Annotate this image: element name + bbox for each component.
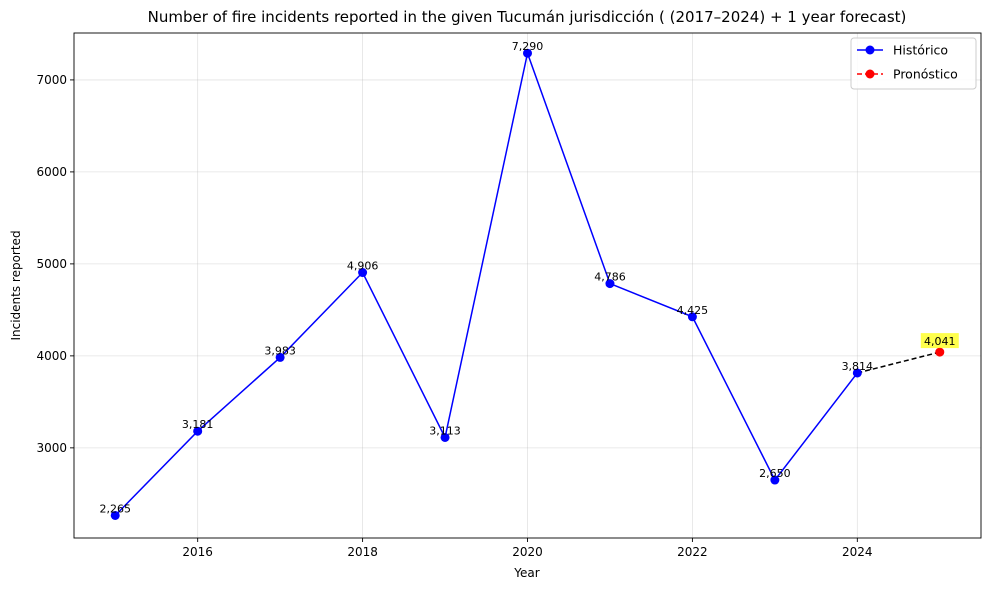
point-historico [440, 432, 450, 442]
x-tick-label: 2018 [347, 545, 378, 559]
point-historico [358, 268, 368, 278]
point-pronostico [935, 347, 945, 357]
forecast-label-highlight [920, 333, 959, 349]
y-axis: 3000 4000 5000 6000 7000 [36, 73, 74, 455]
x-axis: 2016 2018 2020 2022 2024 [182, 538, 873, 559]
data-label-historico: 3,983 [264, 344, 296, 357]
x-tick-label: 2022 [677, 545, 708, 559]
x-axis-label: Year [513, 566, 539, 580]
y-tick-label: 3000 [36, 441, 67, 455]
series [110, 48, 945, 520]
chart-title: Number of fire incidents reported in the… [148, 8, 907, 26]
legend: Histórico Pronóstico [850, 37, 977, 90]
x-tick-label: 2016 [182, 545, 213, 559]
y-axis-label: Incidents reported [9, 230, 23, 340]
data-label-historico: 4,786 [594, 271, 626, 284]
point-historico [852, 368, 862, 378]
y-tick-label: 7000 [36, 73, 67, 87]
point-historico [770, 475, 780, 485]
data-label-historico: 2,265 [99, 502, 131, 515]
x-tick-label: 2024 [842, 545, 873, 559]
data-label-historico: 2,650 [759, 467, 791, 480]
data-label-historico: 3,113 [429, 424, 461, 437]
data-label-historico: 4,906 [347, 260, 379, 273]
y-tick-label: 4000 [36, 349, 67, 363]
legend-label-pronostico: Pronóstico [893, 67, 958, 82]
data-label-historico: 3,181 [182, 418, 214, 431]
forecast-connector-line [857, 351, 940, 374]
point-historico [193, 426, 203, 436]
point-historico [275, 352, 285, 362]
legend-marker-pronostico [865, 69, 875, 79]
y-tick-label: 5000 [36, 257, 67, 271]
legend-marker-historico [865, 45, 875, 55]
series-line-historico [114, 50, 858, 516]
point-historico [110, 510, 120, 520]
grid [74, 33, 981, 538]
point-historico [605, 279, 615, 289]
data-label-pronostico: 4,041 [924, 335, 956, 348]
point-historico [523, 48, 532, 58]
data-label-historico: 4,425 [677, 304, 709, 317]
data-label-historico: 3,814 [842, 360, 874, 373]
data-labels: 2,265 3,181 3,983 4,906 3,113 7,290 4,786 4,425… [99, 40, 959, 515]
y-tick-label: 6000 [36, 165, 67, 179]
point-historico [687, 312, 697, 322]
data-label-historico: 7,290 [512, 40, 544, 53]
legend-label-historico: Histórico [893, 43, 948, 58]
x-tick-label: 2020 [512, 545, 543, 559]
